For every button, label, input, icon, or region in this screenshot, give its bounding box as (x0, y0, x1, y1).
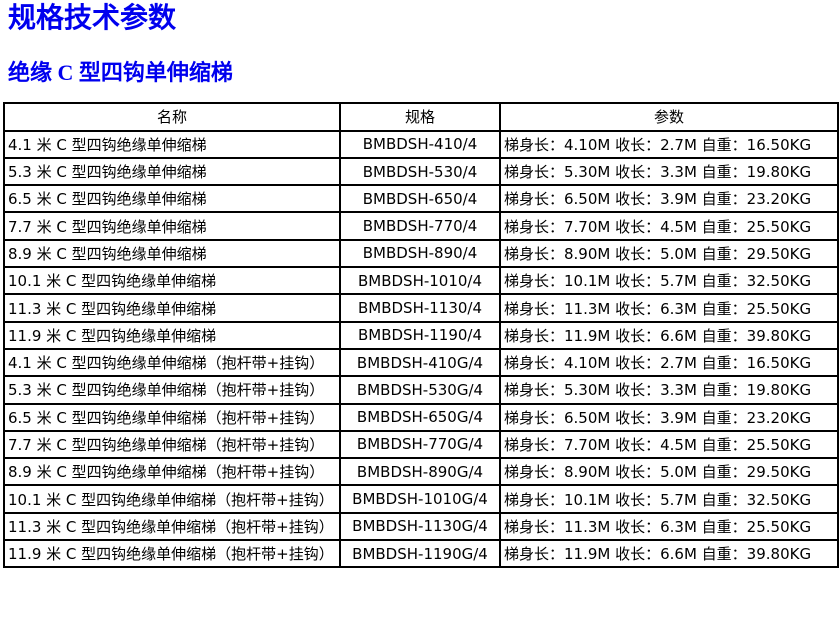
params-cell: 梯身长：11.3M 收长：6.3M 自重：25.50KG (499, 293, 839, 323)
spec-cell: BMBDSH-890/4 (339, 238, 501, 269)
name-cell: 6.5 米 C 型四钩绝缘单伸缩梯 (3, 184, 341, 214)
table-header-row: 名称 规格 参数 (3, 101, 839, 132)
spec-cell: BMBDSH-530G/4 (339, 375, 501, 405)
params-cell: 梯身长：8.90M 收长：5.0M 自重：29.50KG (499, 238, 839, 269)
table-row: 6.5 米 C 型四钩绝缘单伸缩梯（抱杆带+挂钩） BMBDSH-650G/4 梯身… (3, 402, 839, 432)
spec-cell: BMBDSH-1190/4 (339, 320, 501, 350)
params-cell: 梯身长：4.10M 收长：2.7M 自重：16.50KG (499, 347, 839, 378)
table-row: 7.7 米 C 型四钩绝缘单伸缩梯（抱杆带+挂钩） BMBDSH-770G/4 梯身… (3, 429, 839, 460)
name-cell: 4.1 米 C 型四钩绝缘单伸缩梯（抱杆带+挂钩） (3, 347, 341, 378)
name-cell: 11.9 米 C 型四钩绝缘单伸缩梯 (3, 320, 341, 350)
name-cell: 7.7 米 C 型四钩绝缘单伸缩梯（抱杆带+挂钩） (3, 429, 341, 460)
params-cell: 梯身长：6.50M 收长：3.9M 自重：23.20KG (499, 184, 839, 214)
name-cell: 8.9 米 C 型四钩绝缘单伸缩梯（抱杆带+挂钩） (3, 457, 341, 487)
params-cell: 梯身长：5.30M 收长：3.3M 自重：19.80KG (499, 375, 839, 405)
table-row: 7.7 米 C 型四钩绝缘单伸缩梯 BMBDSH-770/4 梯身长：7.70M 收… (3, 211, 839, 241)
spec-table-body: 4.1 米 C 型四钩绝缘单伸缩梯 BMBDSH-410/4 梯身长：4.10M 收… (3, 129, 839, 569)
section-title: 绝缘 C 型四钩单伸缩梯 (8, 60, 233, 86)
name-cell: 11.3 米 C 型四钩绝缘单伸缩梯（抱杆带+挂钩） (3, 511, 341, 542)
name-cell: 10.1 米 C 型四钩绝缘单伸缩梯（抱杆带+挂钩） (3, 484, 341, 514)
params-cell: 梯身长：5.30M 收长：3.3M 自重：19.80KG (499, 156, 839, 187)
name-cell: 11.3 米 C 型四钩绝缘单伸缩梯 (3, 293, 341, 323)
table-row: 8.9 米 C 型四钩绝缘单伸缩梯 BMBDSH-890/4 梯身长：8.90M 收… (3, 238, 839, 269)
name-cell: 11.9 米 C 型四钩绝缘单伸缩梯（抱杆带+挂钩） (3, 539, 341, 569)
params-cell: 梯身长：10.1M 收长：5.7M 自重：32.50KG (499, 484, 839, 514)
spec-cell: BMBDSH-1010/4 (339, 266, 501, 296)
name-cell: 8.9 米 C 型四钩绝缘单伸缩梯 (3, 238, 341, 269)
table-row: 10.1 米 C 型四钩绝缘单伸缩梯（抱杆带+挂钩） BMBDSH-1010G/4… (3, 484, 839, 514)
spec-cell: BMBDSH-650G/4 (339, 402, 501, 432)
name-cell: 6.5 米 C 型四钩绝缘单伸缩梯（抱杆带+挂钩） (3, 402, 341, 432)
spec-cell: BMBDSH-890G/4 (339, 457, 501, 487)
table-row: 5.3 米 C 型四钩绝缘单伸缩梯 BMBDSH-530/4 梯身长：5.30M 收… (3, 156, 839, 187)
params-cell: 梯身长：11.3M 收长：6.3M 自重：25.50KG (499, 511, 839, 542)
params-cell: 梯身长：10.1M 收长：5.7M 自重：32.50KG (499, 266, 839, 296)
params-cell: 梯身长：8.90M 收长：5.0M 自重：29.50KG (499, 457, 839, 487)
table-row: 4.1 米 C 型四钩绝缘单伸缩梯（抱杆带+挂钩） BMBDSH-410G/4 梯身… (3, 347, 839, 378)
name-cell: 7.7 米 C 型四钩绝缘单伸缩梯 (3, 211, 341, 241)
spec-cell: BMBDSH-650/4 (339, 184, 501, 214)
table-row: 11.3 米 C 型四钩绝缘单伸缩梯（抱杆带+挂钩） BMBDSH-1130G/4… (3, 511, 839, 542)
spec-cell: BMBDSH-1010G/4 (339, 484, 501, 514)
name-cell: 5.3 米 C 型四钩绝缘单伸缩梯 (3, 156, 341, 187)
table-row: 11.9 米 C 型四钩绝缘单伸缩梯 BMBDSH-1190/4 梯身长：11.9M… (3, 320, 839, 350)
params-cell: 梯身长：7.70M 收长：4.5M 自重：25.50KG (499, 429, 839, 460)
name-cell: 4.1 米 C 型四钩绝缘单伸缩梯 (3, 129, 341, 159)
params-cell: 梯身长：6.50M 收长：3.9M 自重：23.20KG (499, 402, 839, 432)
spec-cell: BMBDSH-1190G/4 (339, 539, 501, 569)
column-header-name: 名称 (3, 101, 341, 132)
spec-cell: BMBDSH-1130G/4 (339, 511, 501, 542)
spec-cell: BMBDSH-410G/4 (339, 347, 501, 378)
params-cell: 梯身长：4.10M 收长：2.7M 自重：16.50KG (499, 129, 839, 159)
name-cell: 5.3 米 C 型四钩绝缘单伸缩梯（抱杆带+挂钩） (3, 375, 341, 405)
table-row: 4.1 米 C 型四钩绝缘单伸缩梯 BMBDSH-410/4 梯身长：4.10M 收… (3, 129, 839, 159)
spec-cell: BMBDSH-410/4 (339, 129, 501, 159)
column-header-spec: 规格 (339, 101, 501, 132)
spec-page: 规格技术参数 绝缘 C 型四钩单伸缩梯 名称 规格 参数 4.1 米 C 型四钩… (0, 3, 840, 569)
params-cell: 梯身长：11.9M 收长：6.6M 自重：39.80KG (499, 320, 839, 350)
page-title: 规格技术参数 (8, 3, 177, 34)
spec-table: 名称 规格 参数 4.1 米 C 型四钩绝缘单伸缩梯 BMBDSH-410/4 梯身… (3, 101, 839, 569)
table-row: 6.5 米 C 型四钩绝缘单伸缩梯 BMBDSH-650/4 梯身长：6.50M 收… (3, 184, 839, 214)
spec-cell: BMBDSH-530/4 (339, 156, 501, 187)
name-cell: 10.1 米 C 型四钩绝缘单伸缩梯 (3, 266, 341, 296)
table-row: 11.9 米 C 型四钩绝缘单伸缩梯（抱杆带+挂钩） BMBDSH-1190G/4… (3, 539, 839, 569)
spec-cell: BMBDSH-1130/4 (339, 293, 501, 323)
table-row: 8.9 米 C 型四钩绝缘单伸缩梯（抱杆带+挂钩） BMBDSH-890G/4 梯身… (3, 457, 839, 487)
params-cell: 梯身长：11.9M 收长：6.6M 自重：39.80KG (499, 539, 839, 569)
spec-cell: BMBDSH-770G/4 (339, 429, 501, 460)
table-row: 11.3 米 C 型四钩绝缘单伸缩梯 BMBDSH-1130/4 梯身长：11.3M… (3, 293, 839, 323)
table-row: 10.1 米 C 型四钩绝缘单伸缩梯 BMBDSH-1010/4 梯身长：10.1M… (3, 266, 839, 296)
column-header-params: 参数 (499, 101, 839, 132)
spec-cell: BMBDSH-770/4 (339, 211, 501, 241)
table-row: 5.3 米 C 型四钩绝缘单伸缩梯（抱杆带+挂钩） BMBDSH-530G/4 梯身… (3, 375, 839, 405)
params-cell: 梯身长：7.70M 收长：4.5M 自重：25.50KG (499, 211, 839, 241)
